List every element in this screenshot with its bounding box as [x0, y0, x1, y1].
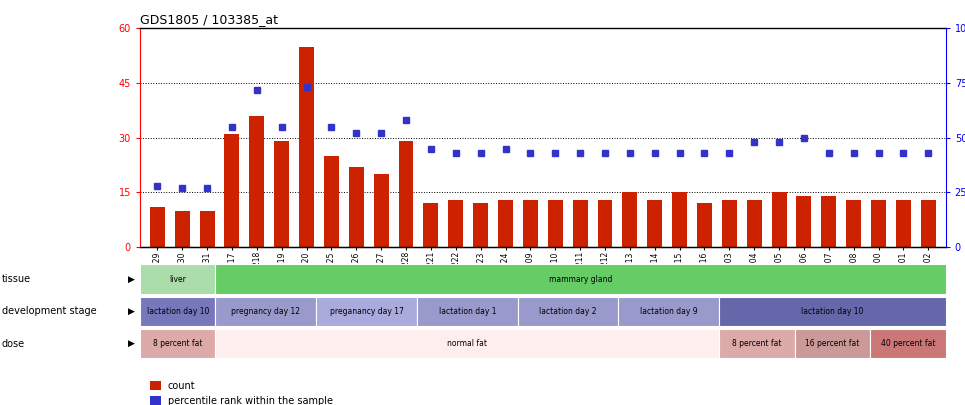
Bar [150, 207, 165, 247]
Text: ▶: ▶ [128, 339, 135, 348]
Text: development stage: development stage [2, 307, 97, 316]
Bar [747, 200, 761, 247]
Bar [622, 192, 637, 247]
Bar [796, 196, 812, 247]
Bar [324, 156, 339, 247]
Text: pregnancy day 12: pregnancy day 12 [232, 307, 300, 316]
Bar [200, 211, 214, 247]
Text: mammary gland: mammary gland [549, 275, 612, 284]
Text: percentile rank within the sample: percentile rank within the sample [168, 396, 333, 405]
Text: preganancy day 17: preganancy day 17 [330, 307, 403, 316]
Text: liver: liver [169, 275, 186, 284]
Text: 16 percent fat: 16 percent fat [805, 339, 860, 348]
Bar [249, 116, 264, 247]
Text: 8 percent fat: 8 percent fat [732, 339, 782, 348]
Bar [299, 47, 314, 247]
Text: lactation day 1: lactation day 1 [438, 307, 496, 316]
Bar [225, 134, 239, 247]
Text: ▶: ▶ [128, 275, 135, 284]
Bar [473, 203, 488, 247]
Bar [648, 200, 662, 247]
Text: tissue: tissue [2, 274, 31, 284]
Bar [871, 200, 886, 247]
Bar [722, 200, 737, 247]
Bar [821, 196, 837, 247]
Bar [597, 200, 613, 247]
Text: dose: dose [2, 339, 25, 349]
Text: lactation day 9: lactation day 9 [640, 307, 698, 316]
Bar [274, 141, 290, 247]
Text: 8 percent fat: 8 percent fat [152, 339, 203, 348]
Text: 40 percent fat: 40 percent fat [881, 339, 935, 348]
Bar [572, 200, 588, 247]
Bar [846, 200, 861, 247]
Text: GDS1805 / 103385_at: GDS1805 / 103385_at [140, 13, 278, 26]
Text: lactation day 2: lactation day 2 [539, 307, 596, 316]
Bar [498, 200, 513, 247]
Bar [348, 167, 364, 247]
Bar [523, 200, 538, 247]
Bar [673, 192, 687, 247]
Text: ▶: ▶ [128, 307, 135, 316]
Bar [424, 203, 438, 247]
Bar [697, 203, 712, 247]
Bar [921, 200, 936, 247]
Bar [399, 141, 413, 247]
Text: lactation day 10: lactation day 10 [147, 307, 208, 316]
Text: lactation day 10: lactation day 10 [801, 307, 864, 316]
Bar [772, 192, 786, 247]
Bar [548, 200, 563, 247]
Text: normal fat: normal fat [447, 339, 487, 348]
Text: count: count [168, 381, 196, 390]
Bar [175, 211, 190, 247]
Bar [373, 174, 389, 247]
Bar [449, 200, 463, 247]
Bar [896, 200, 911, 247]
